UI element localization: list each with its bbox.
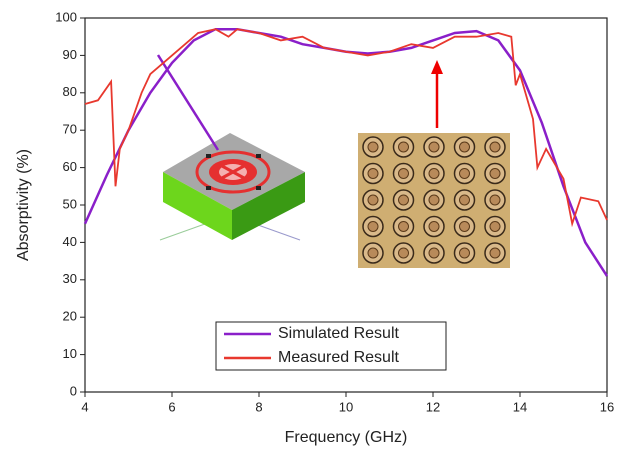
y-tick-label: 100 (55, 9, 77, 24)
prototype-photo (358, 133, 510, 268)
photo-cell-inner (459, 194, 470, 206)
photo-cell-inner (398, 247, 409, 259)
x-axis-title: Frequency (GHz) (285, 429, 408, 446)
photo-cell-inner (367, 141, 379, 153)
photo-cell-inner (489, 194, 501, 206)
y-tick-label: 80 (63, 84, 77, 99)
y-tick-label: 90 (63, 47, 77, 62)
photo-cell-inner (459, 168, 470, 179)
photo-cell-inner (367, 221, 379, 232)
y-tick-label: 60 (63, 159, 77, 174)
series-line (84, 28, 608, 228)
unit-cell-inset (159, 133, 305, 241)
x-tick-label: 16 (600, 399, 614, 414)
photo-cell-inner (367, 168, 379, 179)
x-tick-label: 8 (255, 399, 262, 414)
photo-cell-inner (428, 247, 440, 259)
y-tick-label: 10 (63, 346, 77, 361)
photo-cell-inner (398, 221, 409, 232)
x-tick-label: 6 (168, 399, 175, 414)
y-axis-title: Absorptivity (%) (15, 149, 32, 261)
photo-cell-inner (489, 168, 501, 179)
legend-label: Simulated Result (278, 325, 400, 342)
y-tick-label: 50 (63, 196, 77, 211)
y-tick-label: 20 (63, 309, 77, 324)
photo-cell-inner (489, 221, 501, 232)
photo-cell-inner (459, 247, 470, 259)
pointer-line (156, 54, 220, 151)
y-tick-label: 70 (63, 122, 77, 137)
photo-cell-inner (428, 221, 440, 232)
photo-cell-inner (398, 168, 409, 179)
legend-box (215, 321, 447, 371)
photo-cell-inner (398, 194, 409, 206)
photo-cell-inner (428, 141, 440, 153)
legend-label: Measured Result (278, 349, 400, 366)
photo-cell-inner (489, 141, 501, 153)
x-tick-label: 4 (81, 399, 88, 414)
photo-cell-inner (489, 247, 501, 259)
photo-cell-inner (398, 141, 409, 153)
x-tick-label: 12 (426, 399, 440, 414)
photo-cell-inner (428, 194, 440, 206)
y-tick-label: 30 (63, 271, 77, 286)
y-tick-label: 40 (63, 234, 77, 249)
y-tick-label: 0 (70, 383, 77, 398)
x-tick-label: 14 (513, 399, 527, 414)
photo-cell-inner (367, 194, 379, 206)
photo-cell-inner (459, 141, 470, 153)
arrow-head (431, 60, 443, 74)
photo-cell-inner (459, 221, 470, 232)
photo-cell-inner (367, 247, 379, 259)
x-tick-label: 10 (339, 399, 353, 414)
photo-cell-inner (428, 168, 440, 179)
